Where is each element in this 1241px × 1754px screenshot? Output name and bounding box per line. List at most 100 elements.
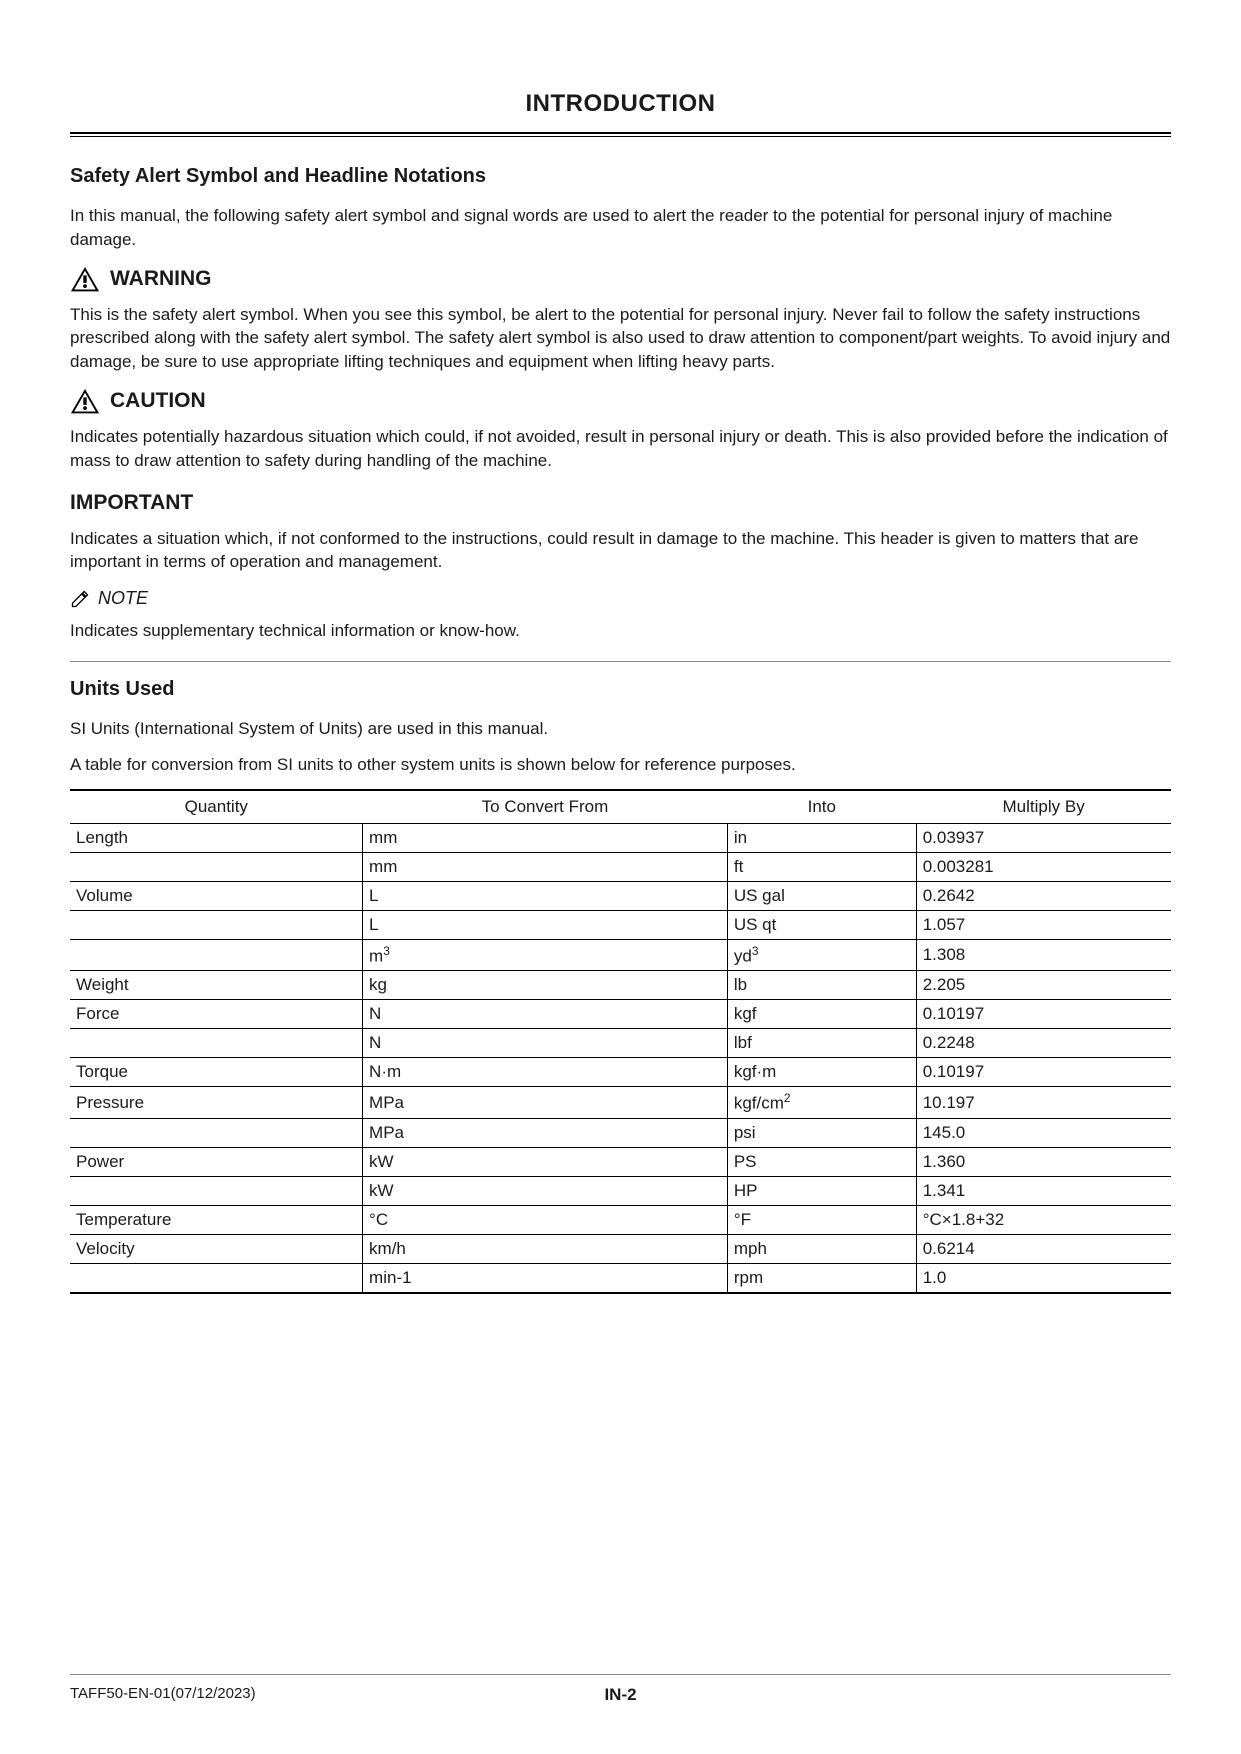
cell-quantity [70, 1029, 363, 1058]
cell-quantity: Temperature [70, 1205, 363, 1234]
cell-quantity [70, 910, 363, 939]
table-row: VolumeLUS gal0.2642 [70, 881, 1171, 910]
title-rule-thick [70, 132, 1171, 134]
warning-icon [70, 266, 100, 293]
table-row: Lengthmmin0.03937 [70, 823, 1171, 852]
cell-quantity [70, 1263, 363, 1293]
cell-quantity: Power [70, 1147, 363, 1176]
cell-from: °C [363, 1205, 728, 1234]
cell-multiply: 0.003281 [916, 852, 1171, 881]
cell-multiply: 1.308 [916, 939, 1171, 971]
page-title: INTRODUCTION [70, 90, 1171, 118]
cell-from: mm [363, 852, 728, 881]
cell-from: MPa [363, 1087, 728, 1119]
caution-row: CAUTION [70, 388, 1171, 415]
cell-from: L [363, 910, 728, 939]
cell-quantity: Torque [70, 1058, 363, 1087]
cell-from: mm [363, 823, 728, 852]
cell-multiply: 0.10197 [916, 1058, 1171, 1087]
footer-doc-id: TAFF50-EN-01(07/12/2023) [70, 1685, 256, 1702]
cell-into: US gal [727, 881, 916, 910]
cell-from: N [363, 1000, 728, 1029]
table-row: min-1rpm1.0 [70, 1263, 1171, 1293]
cell-into: US qt [727, 910, 916, 939]
units-para-2: A table for conversion from SI units to … [70, 753, 1171, 777]
cell-into: lb [727, 971, 916, 1000]
table-row: Nlbf0.2248 [70, 1029, 1171, 1058]
note-icon [70, 589, 90, 609]
col-from: To Convert From [363, 790, 728, 824]
table-row: LUS qt1.057 [70, 910, 1171, 939]
cell-into: lbf [727, 1029, 916, 1058]
warning-label: WARNING [110, 267, 212, 291]
note-paragraph: Indicates supplementary technical inform… [70, 619, 1171, 643]
cell-from: N·m [363, 1058, 728, 1087]
page-footer: TAFF50-EN-01(07/12/2023) IN-2 [70, 1674, 1171, 1702]
table-row: ForceNkgf0.10197 [70, 1000, 1171, 1029]
cell-quantity [70, 1176, 363, 1205]
table-row: TorqueN·mkgf·m0.10197 [70, 1058, 1171, 1087]
col-multiply: Multiply By [916, 790, 1171, 824]
table-row: mmft0.003281 [70, 852, 1171, 881]
section-divider [70, 661, 1171, 662]
cell-multiply: 0.6214 [916, 1234, 1171, 1263]
cell-into: kgf/cm2 [727, 1087, 916, 1119]
cell-multiply: 0.10197 [916, 1000, 1171, 1029]
title-rule-thin [70, 136, 1171, 137]
cell-into: yd3 [727, 939, 916, 971]
cell-quantity: Pressure [70, 1087, 363, 1119]
cell-from: min-1 [363, 1263, 728, 1293]
caution-label: CAUTION [110, 389, 206, 413]
cell-multiply: °C×1.8+32 [916, 1205, 1171, 1234]
conversion-table: Quantity To Convert From Into Multiply B… [70, 789, 1171, 1294]
important-paragraph: Indicates a situation which, if not conf… [70, 527, 1171, 575]
footer-page-number: IN-2 [604, 1685, 636, 1705]
cell-multiply: 1.341 [916, 1176, 1171, 1205]
cell-quantity: Velocity [70, 1234, 363, 1263]
cell-multiply: 145.0 [916, 1118, 1171, 1147]
cell-multiply: 1.057 [916, 910, 1171, 939]
cell-quantity [70, 1118, 363, 1147]
cell-quantity: Force [70, 1000, 363, 1029]
col-quantity: Quantity [70, 790, 363, 824]
cell-quantity: Length [70, 823, 363, 852]
units-heading: Units Used [70, 678, 1171, 701]
cell-from: kW [363, 1147, 728, 1176]
table-row: kWHP1.341 [70, 1176, 1171, 1205]
cell-quantity: Volume [70, 881, 363, 910]
cell-from: L [363, 881, 728, 910]
cell-quantity [70, 852, 363, 881]
cell-from: N [363, 1029, 728, 1058]
col-into: Into [727, 790, 916, 824]
cell-into: kgf [727, 1000, 916, 1029]
cell-into: rpm [727, 1263, 916, 1293]
note-label: NOTE [98, 588, 148, 609]
table-row: PowerkWPS1.360 [70, 1147, 1171, 1176]
important-label: IMPORTANT [70, 491, 1171, 515]
cell-from: kg [363, 971, 728, 1000]
cell-into: ft [727, 852, 916, 881]
cell-from: km/h [363, 1234, 728, 1263]
table-row: MPapsi145.0 [70, 1118, 1171, 1147]
warning-row: WARNING [70, 266, 1171, 293]
table-row: Weightkglb2.205 [70, 971, 1171, 1000]
intro-paragraph: In this manual, the following safety ale… [70, 204, 1171, 252]
cell-multiply: 0.2642 [916, 881, 1171, 910]
table-row: Temperature°C°F°C×1.8+32 [70, 1205, 1171, 1234]
cell-from: MPa [363, 1118, 728, 1147]
cell-quantity [70, 939, 363, 971]
table-header-row: Quantity To Convert From Into Multiply B… [70, 790, 1171, 824]
units-para-1: SI Units (International System of Units)… [70, 717, 1171, 741]
safety-heading: Safety Alert Symbol and Headline Notatio… [70, 165, 1171, 188]
cell-into: mph [727, 1234, 916, 1263]
caution-icon [70, 388, 100, 415]
cell-multiply: 1.0 [916, 1263, 1171, 1293]
cell-into: in [727, 823, 916, 852]
table-row: PressureMPakgf/cm210.197 [70, 1087, 1171, 1119]
cell-into: kgf·m [727, 1058, 916, 1087]
table-row: m3yd31.308 [70, 939, 1171, 971]
table-row: Velocitykm/hmph0.6214 [70, 1234, 1171, 1263]
cell-multiply: 2.205 [916, 971, 1171, 1000]
cell-multiply: 10.197 [916, 1087, 1171, 1119]
caution-paragraph: Indicates potentially hazardous situatio… [70, 425, 1171, 473]
